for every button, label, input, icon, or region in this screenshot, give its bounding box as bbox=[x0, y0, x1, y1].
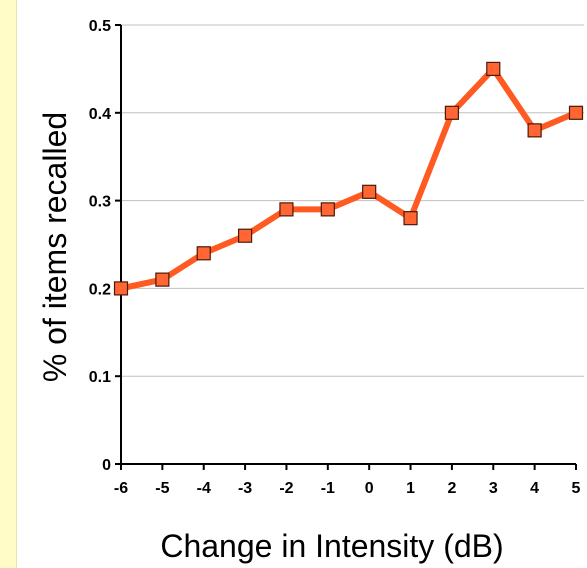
x-tick-label: -4 bbox=[197, 480, 211, 497]
data-point bbox=[403, 211, 418, 226]
y-axis-title: % of items recalled bbox=[37, 112, 73, 382]
y-tick-label: 0.4 bbox=[89, 106, 111, 123]
data-point bbox=[196, 246, 211, 261]
data-point bbox=[320, 202, 335, 217]
data-point bbox=[279, 202, 294, 217]
data-point bbox=[527, 123, 542, 138]
data-point bbox=[444, 105, 460, 120]
y-tick-label: 0.5 bbox=[89, 18, 111, 35]
side-strip bbox=[0, 0, 17, 568]
x-tick-label: 3 bbox=[489, 480, 498, 497]
series-line bbox=[118, 65, 579, 292]
x-axis-ticks: -6 -5 -4 -3 -2 -1 0 1 2 3 4 5 bbox=[114, 464, 581, 497]
x-axis-title: Change in Intensity (dB) bbox=[160, 528, 503, 564]
y-tick-label: 0.3 bbox=[89, 194, 111, 211]
y-axis-ticks: 0 0.1 0.2 0.3 0.4 0.5 bbox=[89, 18, 121, 474]
y-tick-label: 0 bbox=[102, 457, 111, 474]
data-point bbox=[486, 61, 501, 77]
data-series bbox=[113, 61, 584, 296]
data-point bbox=[568, 105, 584, 120]
y-tick-label: 0.2 bbox=[89, 281, 111, 298]
y-tick-label: 0.1 bbox=[89, 369, 111, 386]
x-tick-label: -1 bbox=[321, 480, 335, 497]
x-tick-label: -6 bbox=[114, 480, 128, 497]
x-tick-label: -2 bbox=[279, 480, 293, 497]
x-tick-label: 1 bbox=[406, 480, 415, 497]
x-tick-label: 0 bbox=[365, 480, 374, 497]
x-tick-label: -3 bbox=[238, 480, 252, 497]
data-point bbox=[362, 184, 377, 199]
x-tick-label: -5 bbox=[155, 480, 169, 497]
axes bbox=[120, 25, 576, 465]
x-tick-label: 4 bbox=[530, 480, 539, 497]
data-point bbox=[237, 228, 253, 243]
x-tick-label: 2 bbox=[447, 480, 456, 497]
x-tick-label: 5 bbox=[572, 480, 581, 497]
data-point bbox=[113, 281, 129, 296]
data-point bbox=[155, 272, 170, 287]
